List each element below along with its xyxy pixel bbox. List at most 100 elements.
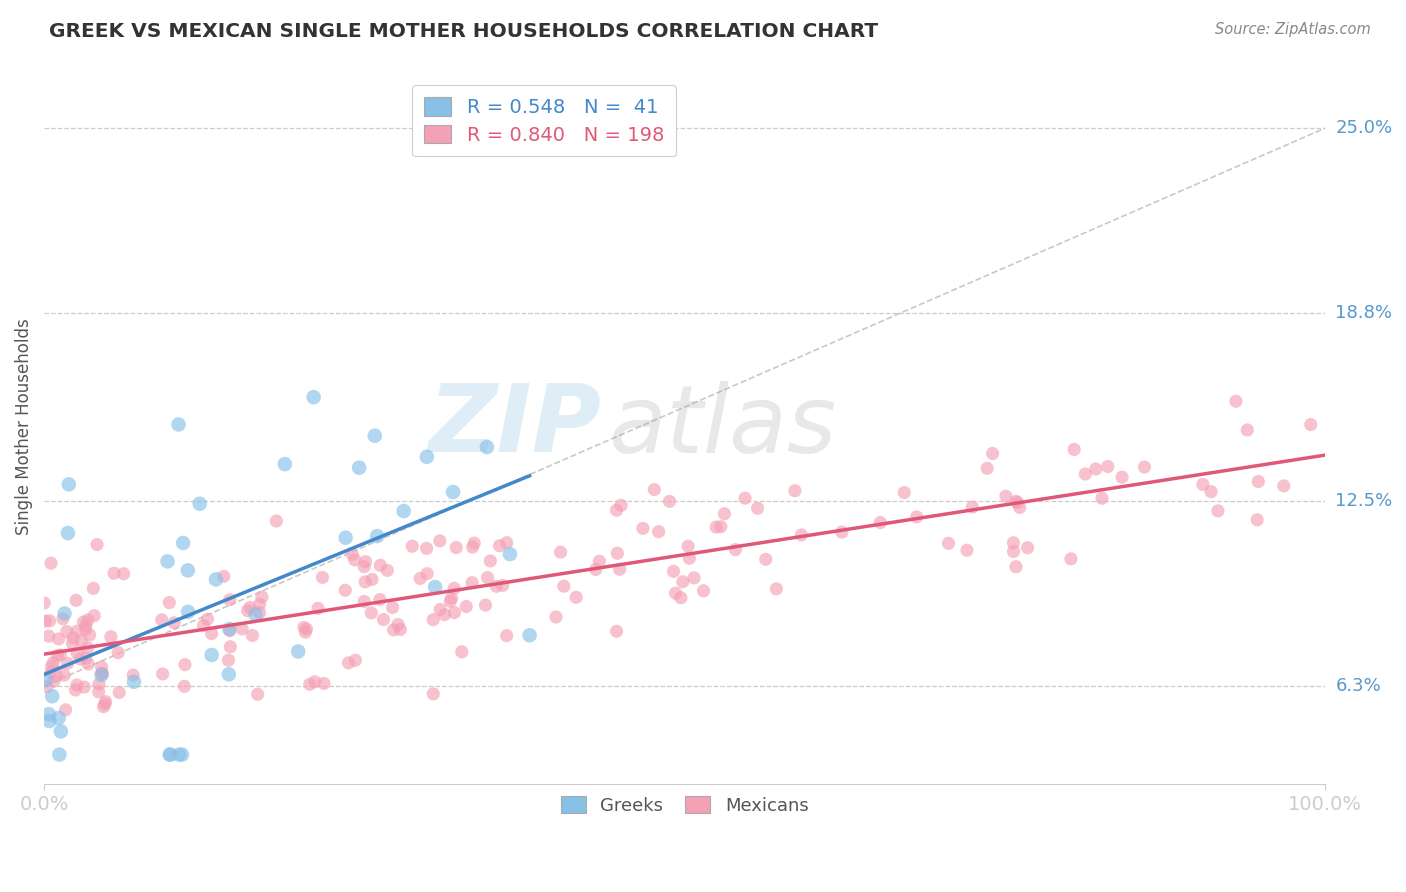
Point — [173, 679, 195, 693]
Point — [73, 680, 96, 694]
Point — [1225, 394, 1247, 409]
Point — [479, 554, 502, 568]
Point — [39, 665, 62, 680]
Point — [292, 620, 315, 634]
Point — [65, 683, 87, 698]
Point — [387, 617, 409, 632]
Point — [905, 509, 928, 524]
Point — [433, 607, 456, 622]
Point — [710, 519, 733, 533]
Point — [86, 537, 108, 551]
Point — [672, 574, 695, 589]
Point — [342, 547, 364, 561]
Point — [647, 524, 669, 539]
Text: ZIP: ZIP — [429, 381, 602, 473]
Point — [249, 606, 271, 620]
Point — [56, 526, 79, 541]
Point — [463, 536, 485, 550]
Point — [218, 624, 240, 638]
Point — [392, 504, 415, 518]
Point — [167, 417, 190, 432]
Point — [218, 667, 240, 681]
Point — [488, 539, 510, 553]
Point — [335, 583, 357, 598]
Point — [499, 547, 522, 561]
Point — [218, 622, 240, 636]
Point — [1002, 536, 1025, 550]
Point — [605, 503, 627, 517]
Point — [1199, 484, 1222, 499]
Point — [34, 614, 56, 628]
Point — [72, 615, 94, 629]
Point — [893, 485, 915, 500]
Point — [610, 498, 633, 512]
Point — [631, 521, 654, 535]
Point — [456, 599, 478, 614]
Point — [159, 747, 181, 762]
Point — [172, 536, 194, 550]
Point — [461, 575, 484, 590]
Point — [38, 614, 60, 628]
Point — [39, 556, 62, 570]
Point — [443, 582, 465, 596]
Point — [49, 648, 72, 662]
Point — [366, 529, 388, 543]
Point — [382, 623, 405, 637]
Point — [439, 594, 461, 608]
Point — [401, 539, 423, 553]
Point — [91, 666, 114, 681]
Point — [409, 571, 432, 585]
Point — [783, 483, 806, 498]
Point — [55, 624, 77, 639]
Point — [52, 612, 75, 626]
Point — [1007, 495, 1029, 509]
Point — [66, 624, 89, 639]
Text: GREEK VS MEXICAN SINGLE MOTHER HOUSEHOLDS CORRELATION CHART: GREEK VS MEXICAN SINGLE MOTHER HOUSEHOLD… — [49, 22, 879, 41]
Point — [75, 619, 97, 633]
Point — [87, 677, 110, 691]
Point — [704, 520, 727, 534]
Point — [377, 563, 399, 577]
Point — [298, 677, 321, 691]
Point — [544, 610, 567, 624]
Point — [335, 531, 357, 545]
Point — [87, 685, 110, 699]
Point — [368, 558, 391, 573]
Point — [197, 612, 219, 626]
Point — [373, 613, 395, 627]
Point — [1133, 460, 1156, 475]
Text: 6.3%: 6.3% — [1336, 677, 1381, 695]
Point — [205, 572, 228, 586]
Point — [353, 594, 375, 608]
Point — [239, 600, 262, 615]
Point — [159, 747, 181, 762]
Point — [90, 660, 112, 674]
Point — [70, 634, 93, 648]
Point — [304, 674, 326, 689]
Point — [1247, 475, 1270, 489]
Point — [461, 540, 484, 554]
Legend: Greeks, Mexicans: Greeks, Mexicans — [550, 785, 820, 825]
Point — [1236, 423, 1258, 437]
Point — [416, 566, 439, 581]
Point — [193, 618, 215, 632]
Point — [307, 601, 329, 615]
Point — [217, 653, 239, 667]
Point — [56, 657, 79, 671]
Point — [76, 613, 98, 627]
Point — [108, 685, 131, 699]
Y-axis label: Single Mother Households: Single Mother Households — [15, 318, 32, 535]
Point — [112, 566, 135, 581]
Point — [249, 597, 271, 611]
Point — [962, 500, 984, 514]
Point — [53, 668, 76, 682]
Point — [609, 562, 631, 576]
Point — [75, 651, 97, 665]
Point — [48, 711, 70, 725]
Point — [550, 545, 572, 559]
Point — [485, 579, 508, 593]
Point — [35, 673, 58, 687]
Point — [274, 457, 297, 471]
Point — [66, 678, 89, 692]
Point — [174, 657, 197, 672]
